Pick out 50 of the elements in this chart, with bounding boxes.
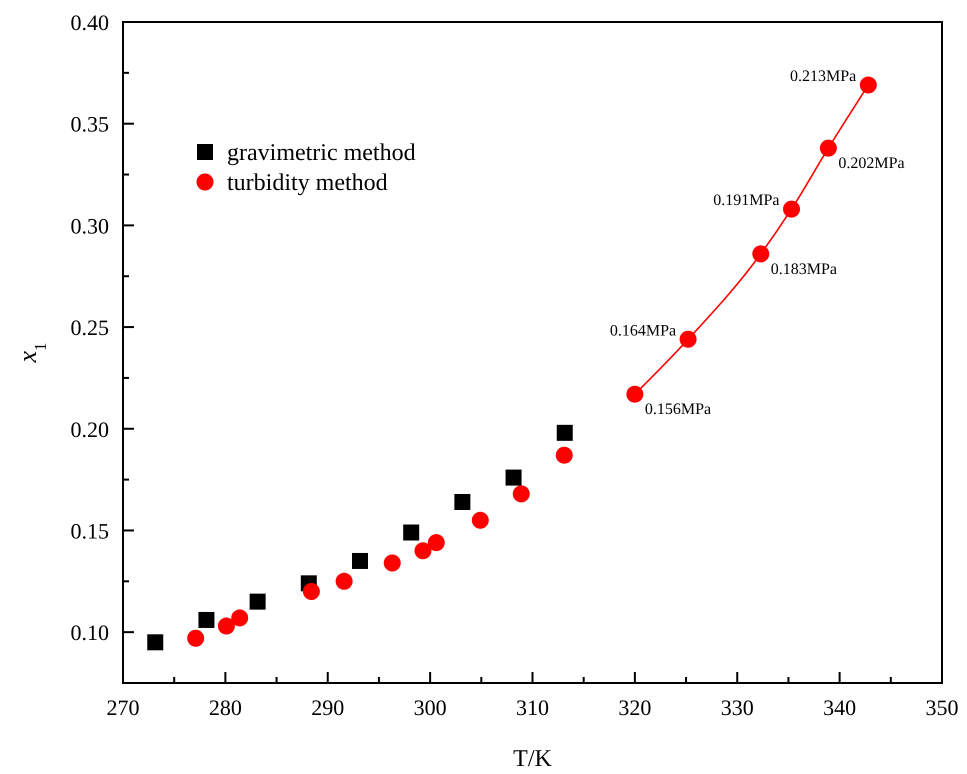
point — [250, 594, 266, 610]
x-tick-label: 280 — [208, 695, 242, 720]
point — [506, 470, 522, 486]
x-tick-label: 330 — [720, 695, 754, 720]
point — [231, 609, 248, 626]
point — [626, 386, 644, 403]
legend-label: gravimetric method — [227, 140, 416, 166]
annotation: 0.213MPa — [790, 68, 856, 86]
point — [512, 485, 530, 502]
point — [472, 512, 489, 529]
point — [414, 542, 432, 560]
point — [860, 76, 877, 94]
point — [198, 612, 214, 628]
point — [556, 424, 573, 441]
y-tick-label: 0.10 — [70, 620, 109, 646]
point — [820, 140, 837, 157]
point — [336, 572, 353, 590]
x-tick-label: 350 — [926, 695, 958, 720]
y-tick-label: 0.40 — [70, 10, 109, 35]
point — [454, 494, 470, 510]
point — [302, 582, 320, 600]
point — [783, 200, 800, 218]
x-tick-label: 300 — [414, 695, 447, 720]
point — [147, 634, 164, 650]
annotation: 0.164MPa — [610, 322, 676, 340]
point — [352, 552, 368, 569]
point — [680, 330, 697, 348]
x-tick-label: 310 — [516, 695, 549, 720]
x-tick-label: 340 — [823, 695, 856, 720]
x-tick-label: 320 — [618, 695, 652, 720]
y-tick-label: 0.20 — [70, 416, 109, 442]
point — [556, 446, 573, 464]
legend-label: turbidity method — [227, 170, 388, 196]
y-tick-label: 0.30 — [70, 213, 109, 238]
y-tick-label: 0.15 — [70, 518, 109, 544]
point — [403, 524, 420, 540]
annotation: 0.191MPa — [713, 192, 780, 210]
point — [428, 534, 445, 552]
x-tick-label: 270 — [106, 695, 140, 720]
annotation: 0.202MPa — [838, 155, 905, 172]
y-tick-label: 0.25 — [70, 315, 109, 340]
point — [752, 245, 770, 262]
annotation: 0.183MPa — [770, 260, 838, 278]
point — [384, 554, 401, 572]
annotation: 0.156MPa — [644, 401, 712, 418]
point — [187, 630, 204, 647]
x-axis-title: T/K — [513, 746, 552, 772]
point — [218, 618, 235, 635]
y-tick-label: 0.35 — [70, 112, 109, 137]
x-tick-label: 290 — [311, 695, 344, 720]
